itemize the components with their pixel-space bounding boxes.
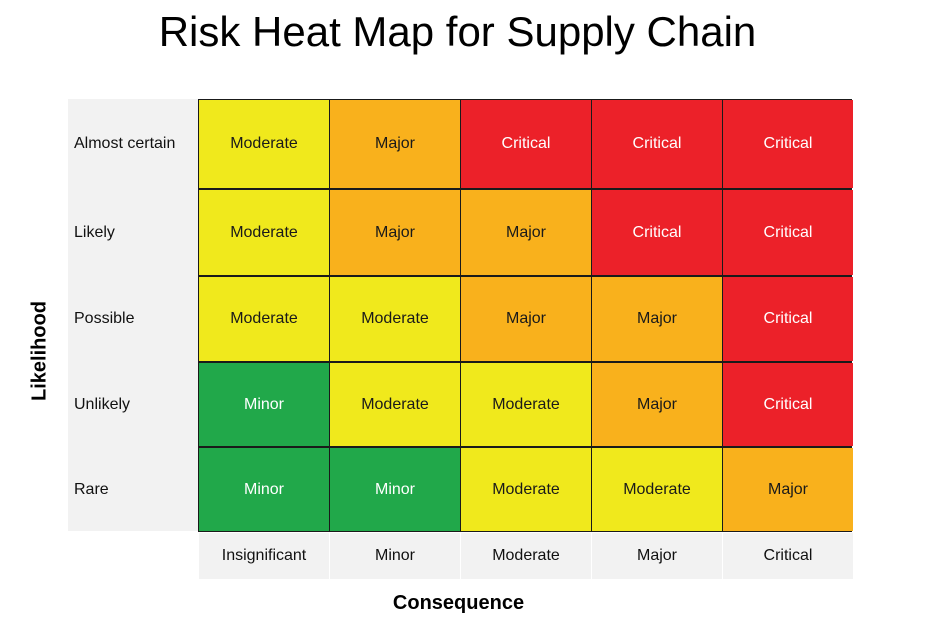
heatmap-cell: Critical <box>723 100 853 188</box>
heatmap-cell: Moderate <box>592 448 722 531</box>
heatmap-cell: Moderate <box>199 100 329 188</box>
heatmap-cell: Moderate <box>461 448 591 531</box>
x-axis-title: Consequence <box>392 592 525 614</box>
heatmap-grid: Moderate Major Critical Critical Critical Mod… <box>198 99 853 532</box>
x-tick-label: Insignificant <box>199 533 329 579</box>
heatmap-cell: Moderate <box>199 190 329 275</box>
x-tick-label: Moderate <box>461 533 591 579</box>
heatmap-cell: Moderate <box>461 363 591 446</box>
heatmap-cell: Major <box>592 277 722 361</box>
heatmap-cell: Moderate <box>330 277 460 361</box>
heatmap-cell: Critical <box>723 190 853 275</box>
heatmap-cell: Major <box>330 190 460 275</box>
y-tick-label: Unlikely <box>74 395 131 413</box>
y-axis-title: Likelihood <box>28 301 51 401</box>
heatmap-cell: Critical <box>592 190 722 275</box>
y-tick-label: Rare <box>74 480 109 498</box>
heatmap-cell: Moderate <box>330 363 460 446</box>
heatmap-cell: Minor <box>330 448 460 531</box>
heatmap-cell: Major <box>330 100 460 188</box>
heatmap-cell: Critical <box>723 363 853 446</box>
x-tick-label: Critical <box>723 533 853 579</box>
y-tick-label: Possible <box>74 310 135 327</box>
row-labels-panel <box>68 99 198 531</box>
heatmap-cell: Minor <box>199 363 329 446</box>
x-tick-label: Minor <box>330 533 460 579</box>
heatmap-cell: Moderate <box>199 277 329 361</box>
x-tick-label: Major <box>592 533 722 579</box>
heatmap-cell: Major <box>723 448 853 531</box>
heatmap-cell: Critical <box>723 277 853 361</box>
y-tick-label: Likely <box>74 223 115 241</box>
heatmap-cell: Critical <box>592 100 722 188</box>
heatmap-cell: Major <box>592 363 722 446</box>
heatmap-cell: Critical <box>461 100 591 188</box>
heatmap-cell: Major <box>461 277 591 361</box>
heatmap-cell: Minor <box>199 448 329 531</box>
heatmap-cell: Major <box>461 190 591 275</box>
page-title: Risk Heat Map for Supply Chain <box>158 8 757 55</box>
y-tick-label: Almost certain <box>74 135 176 152</box>
